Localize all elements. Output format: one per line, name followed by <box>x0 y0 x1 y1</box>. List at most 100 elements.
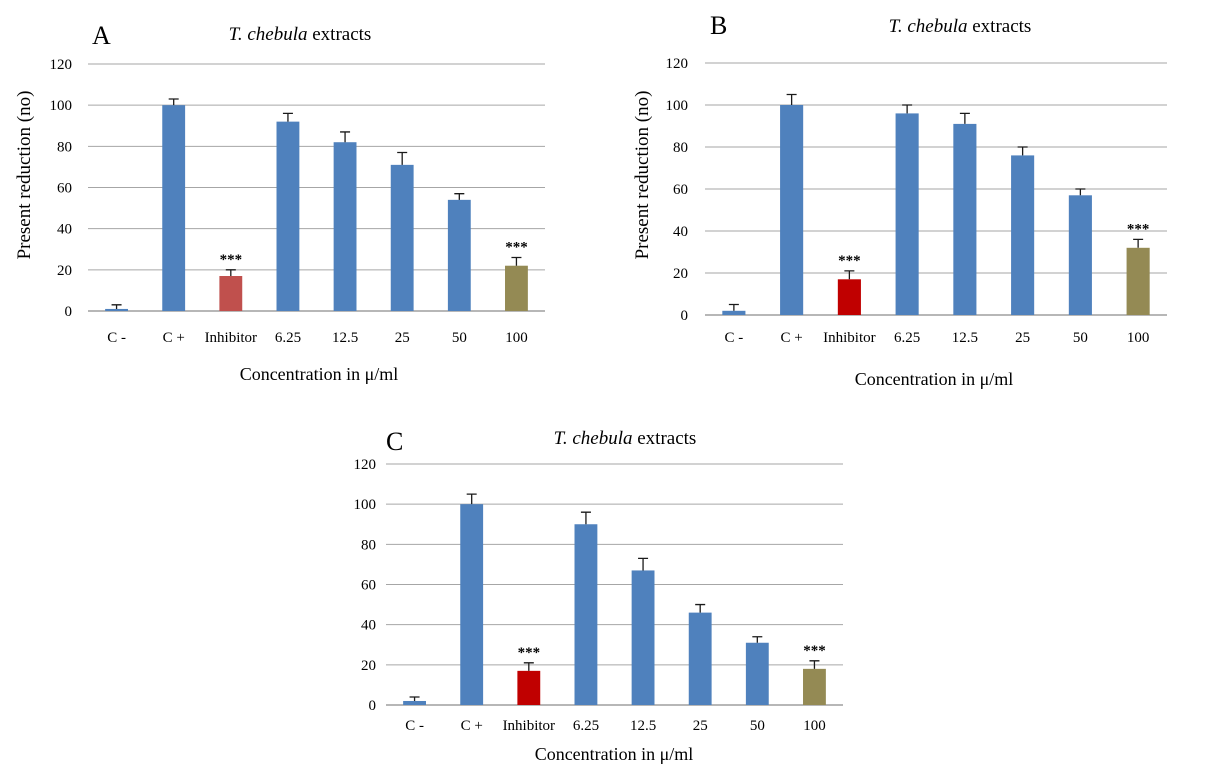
significance-b: *** *** <box>838 221 1149 269</box>
y-tick-label: 0 <box>681 308 689 324</box>
error-bar-c-0 <box>409 696 420 701</box>
bar-b-0 <box>722 310 746 315</box>
panel-letter-c: C <box>386 427 403 456</box>
y-tick-label: 40 <box>57 222 72 238</box>
y-tick-label: 120 <box>50 57 73 73</box>
bar-c-5 <box>688 612 712 705</box>
chart-title-rest-c: extracts <box>632 428 696 449</box>
bar-a-5 <box>390 164 414 311</box>
chart-title-a: T. chebula extracts <box>229 24 372 45</box>
gridlines-b <box>705 62 1167 316</box>
error-bar-a-0 <box>111 304 122 309</box>
y-tick-label: 80 <box>673 140 688 156</box>
x-category-label-a-3: 6.25 <box>275 330 301 346</box>
bar-c-3 <box>574 524 598 705</box>
y-tick-label: 60 <box>673 182 688 198</box>
error-bars-a <box>111 98 522 309</box>
chart-title-rest-b: extracts <box>967 16 1031 37</box>
y-ticks-c: 0 20 40 60 80 100 120 <box>354 457 377 714</box>
bar-b-5 <box>1011 155 1035 315</box>
bar-c-0 <box>403 700 426 705</box>
x-category-label-a-0: C - <box>107 330 126 346</box>
gridlines-c <box>386 463 843 706</box>
y-tick-label: 120 <box>666 56 689 72</box>
x-category-label-b-6: 50 <box>1073 330 1088 346</box>
x-category-label-c-6: 50 <box>750 718 765 734</box>
bar-c-2 <box>517 670 541 705</box>
x-category-label-a-1: C + <box>163 330 185 346</box>
x-category-label-a-2: Inhibitor <box>205 330 258 346</box>
bar-a-7 <box>505 265 528 311</box>
significance-label-b-7: *** <box>1127 221 1150 237</box>
x-category-label-c-4: 12.5 <box>630 718 656 734</box>
chart-panel-c: C T. chebula extracts Concentration in μ… <box>354 427 843 764</box>
error-bar-a-6 <box>454 193 465 200</box>
y-axis-label-a: Present reduction (no) <box>14 91 35 260</box>
error-bar-b-3 <box>902 104 913 114</box>
y-tick-label: 40 <box>673 224 688 240</box>
y-tick-label: 20 <box>57 263 72 279</box>
bar-b-3 <box>895 113 919 316</box>
chart-title-italic-a: T. chebula <box>229 24 308 45</box>
x-category-label-b-1: C + <box>781 330 803 346</box>
bar-a-4 <box>333 142 357 311</box>
bar-c-7 <box>803 668 826 705</box>
error-bar-b-2 <box>844 270 855 280</box>
bars-b <box>722 105 1150 316</box>
bar-a-1 <box>162 105 186 312</box>
error-bars-b <box>728 93 1144 311</box>
bar-c-6 <box>745 642 769 705</box>
significance-label-b-2: *** <box>838 253 861 269</box>
error-bar-c-3 <box>580 511 591 525</box>
error-bar-a-3 <box>282 112 293 122</box>
significance-label-c-2: *** <box>518 645 541 661</box>
error-bar-a-2 <box>225 269 236 277</box>
bar-b-7 <box>1126 247 1150 315</box>
x-category-label-c-0: C - <box>405 718 424 734</box>
x-category-label-a-5: 25 <box>395 330 410 346</box>
x-category-label-c-2: Inhibitor <box>503 718 556 734</box>
error-bars-c <box>409 493 820 701</box>
significance-c: *** *** <box>518 643 826 661</box>
error-bar-b-4 <box>959 112 970 124</box>
significance-label-a-7: *** <box>505 239 528 255</box>
y-tick-label: 100 <box>666 98 689 114</box>
y-tick-label: 0 <box>65 304 73 320</box>
error-bar-a-1 <box>168 98 179 106</box>
error-bar-c-5 <box>695 603 706 613</box>
significance-label-a-2: *** <box>220 252 243 268</box>
y-tick-label: 60 <box>361 578 376 594</box>
bars-a <box>105 105 528 312</box>
x-axis-label-a: Concentration in μ/ml <box>240 364 399 384</box>
chart-title-c: T. chebula extracts <box>554 428 697 449</box>
significance-label-c-7: *** <box>803 643 826 659</box>
error-bar-c-6 <box>752 636 763 643</box>
significance-a: *** *** <box>220 239 528 267</box>
error-bar-c-7 <box>809 660 820 669</box>
error-bar-a-5 <box>397 151 408 165</box>
y-tick-label: 20 <box>361 658 376 674</box>
chart-panel-b: B T. chebula extracts Present reduction … <box>632 11 1167 389</box>
bar-c-1 <box>460 504 484 705</box>
y-ticks-b: 0 20 40 60 80 100 120 <box>666 56 689 324</box>
bar-b-2 <box>837 279 861 315</box>
bar-a-2 <box>219 276 243 311</box>
error-bar-a-7 <box>511 256 522 266</box>
error-bar-a-4 <box>340 131 351 143</box>
bars-c <box>403 504 826 705</box>
x-axis-label-c: Concentration in μ/ml <box>535 744 694 764</box>
y-tick-label: 0 <box>369 698 377 714</box>
x-category-label-b-7: 100 <box>1127 330 1150 346</box>
bar-c-4 <box>631 570 655 705</box>
y-tick-label: 60 <box>57 181 72 197</box>
gridlines-a <box>88 63 545 312</box>
error-bar-c-2 <box>523 662 534 671</box>
chart-title-b: T. chebula extracts <box>889 16 1032 37</box>
y-tick-label: 100 <box>50 98 73 114</box>
bar-b-1 <box>780 105 804 315</box>
bar-b-6 <box>1068 195 1092 315</box>
x-axis-label-b: Concentration in μ/ml <box>855 369 1014 389</box>
x-category-label-b-0: C - <box>725 330 744 346</box>
chart-panel-a: A T. chebula extracts Present reduction … <box>14 21 545 384</box>
bar-a-3 <box>276 121 300 311</box>
